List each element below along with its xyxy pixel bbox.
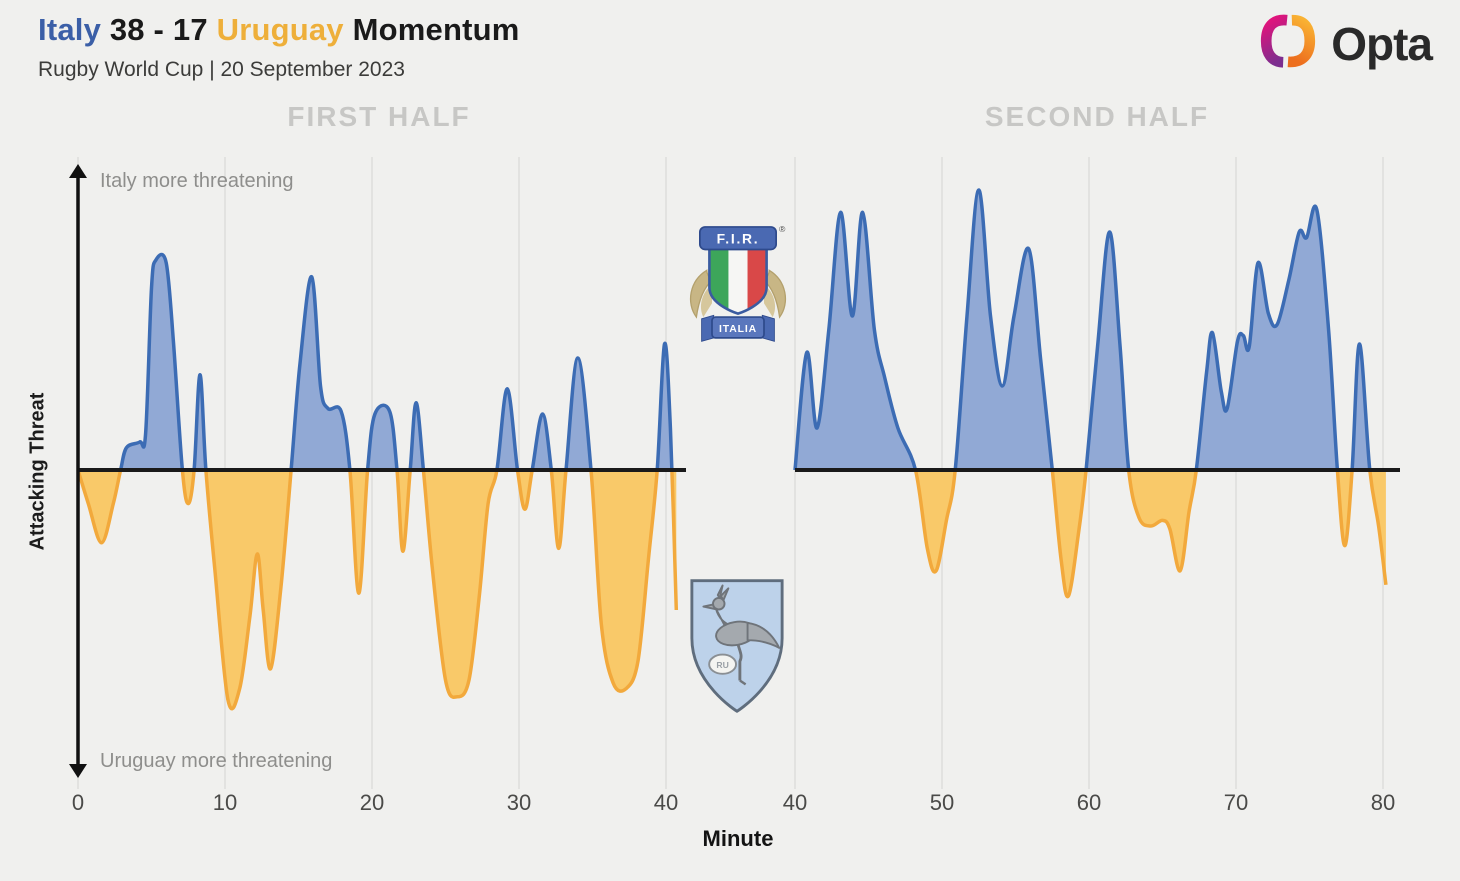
uruguay-threat-annotation: Uruguay more threatening	[100, 750, 333, 772]
away-team-name: Uruguay	[216, 12, 344, 47]
x-axis-title: Minute	[702, 826, 774, 851]
x-tick-label: 40	[653, 790, 679, 815]
page-title: Italy 38 - 17 Uruguay Momentum	[38, 12, 520, 48]
opta-brand: Opta	[1257, 10, 1433, 77]
first-half-label: FIRST HALF	[287, 101, 471, 132]
x-tick-label: 60	[1076, 790, 1102, 815]
match-subtitle: Rugby World Cup | 20 September 2023	[38, 58, 405, 81]
x-tick-label: 80	[1370, 790, 1396, 815]
title-suffix: Momentum	[352, 12, 520, 47]
italy-threat-annotation: Italy more threatening	[100, 170, 294, 192]
x-tick-label: 40	[782, 790, 808, 815]
x-tick-label: 70	[1223, 790, 1249, 815]
x-tick-label: 30	[506, 790, 532, 815]
second-half-label: SECOND HALF	[984, 101, 1210, 132]
home-team-name: Italy	[38, 12, 102, 47]
score-text: 38 - 17	[109, 12, 208, 47]
x-tick-label: 10	[212, 790, 238, 815]
opta-logo-text: Opta	[1331, 17, 1433, 70]
x-tick-label: 20	[359, 790, 385, 815]
opta-logo-icon	[1257, 10, 1319, 77]
x-tick-label: 50	[929, 790, 955, 815]
x-tick-label: 0	[71, 790, 85, 815]
y-axis-title: Attacking Threat	[26, 392, 49, 551]
